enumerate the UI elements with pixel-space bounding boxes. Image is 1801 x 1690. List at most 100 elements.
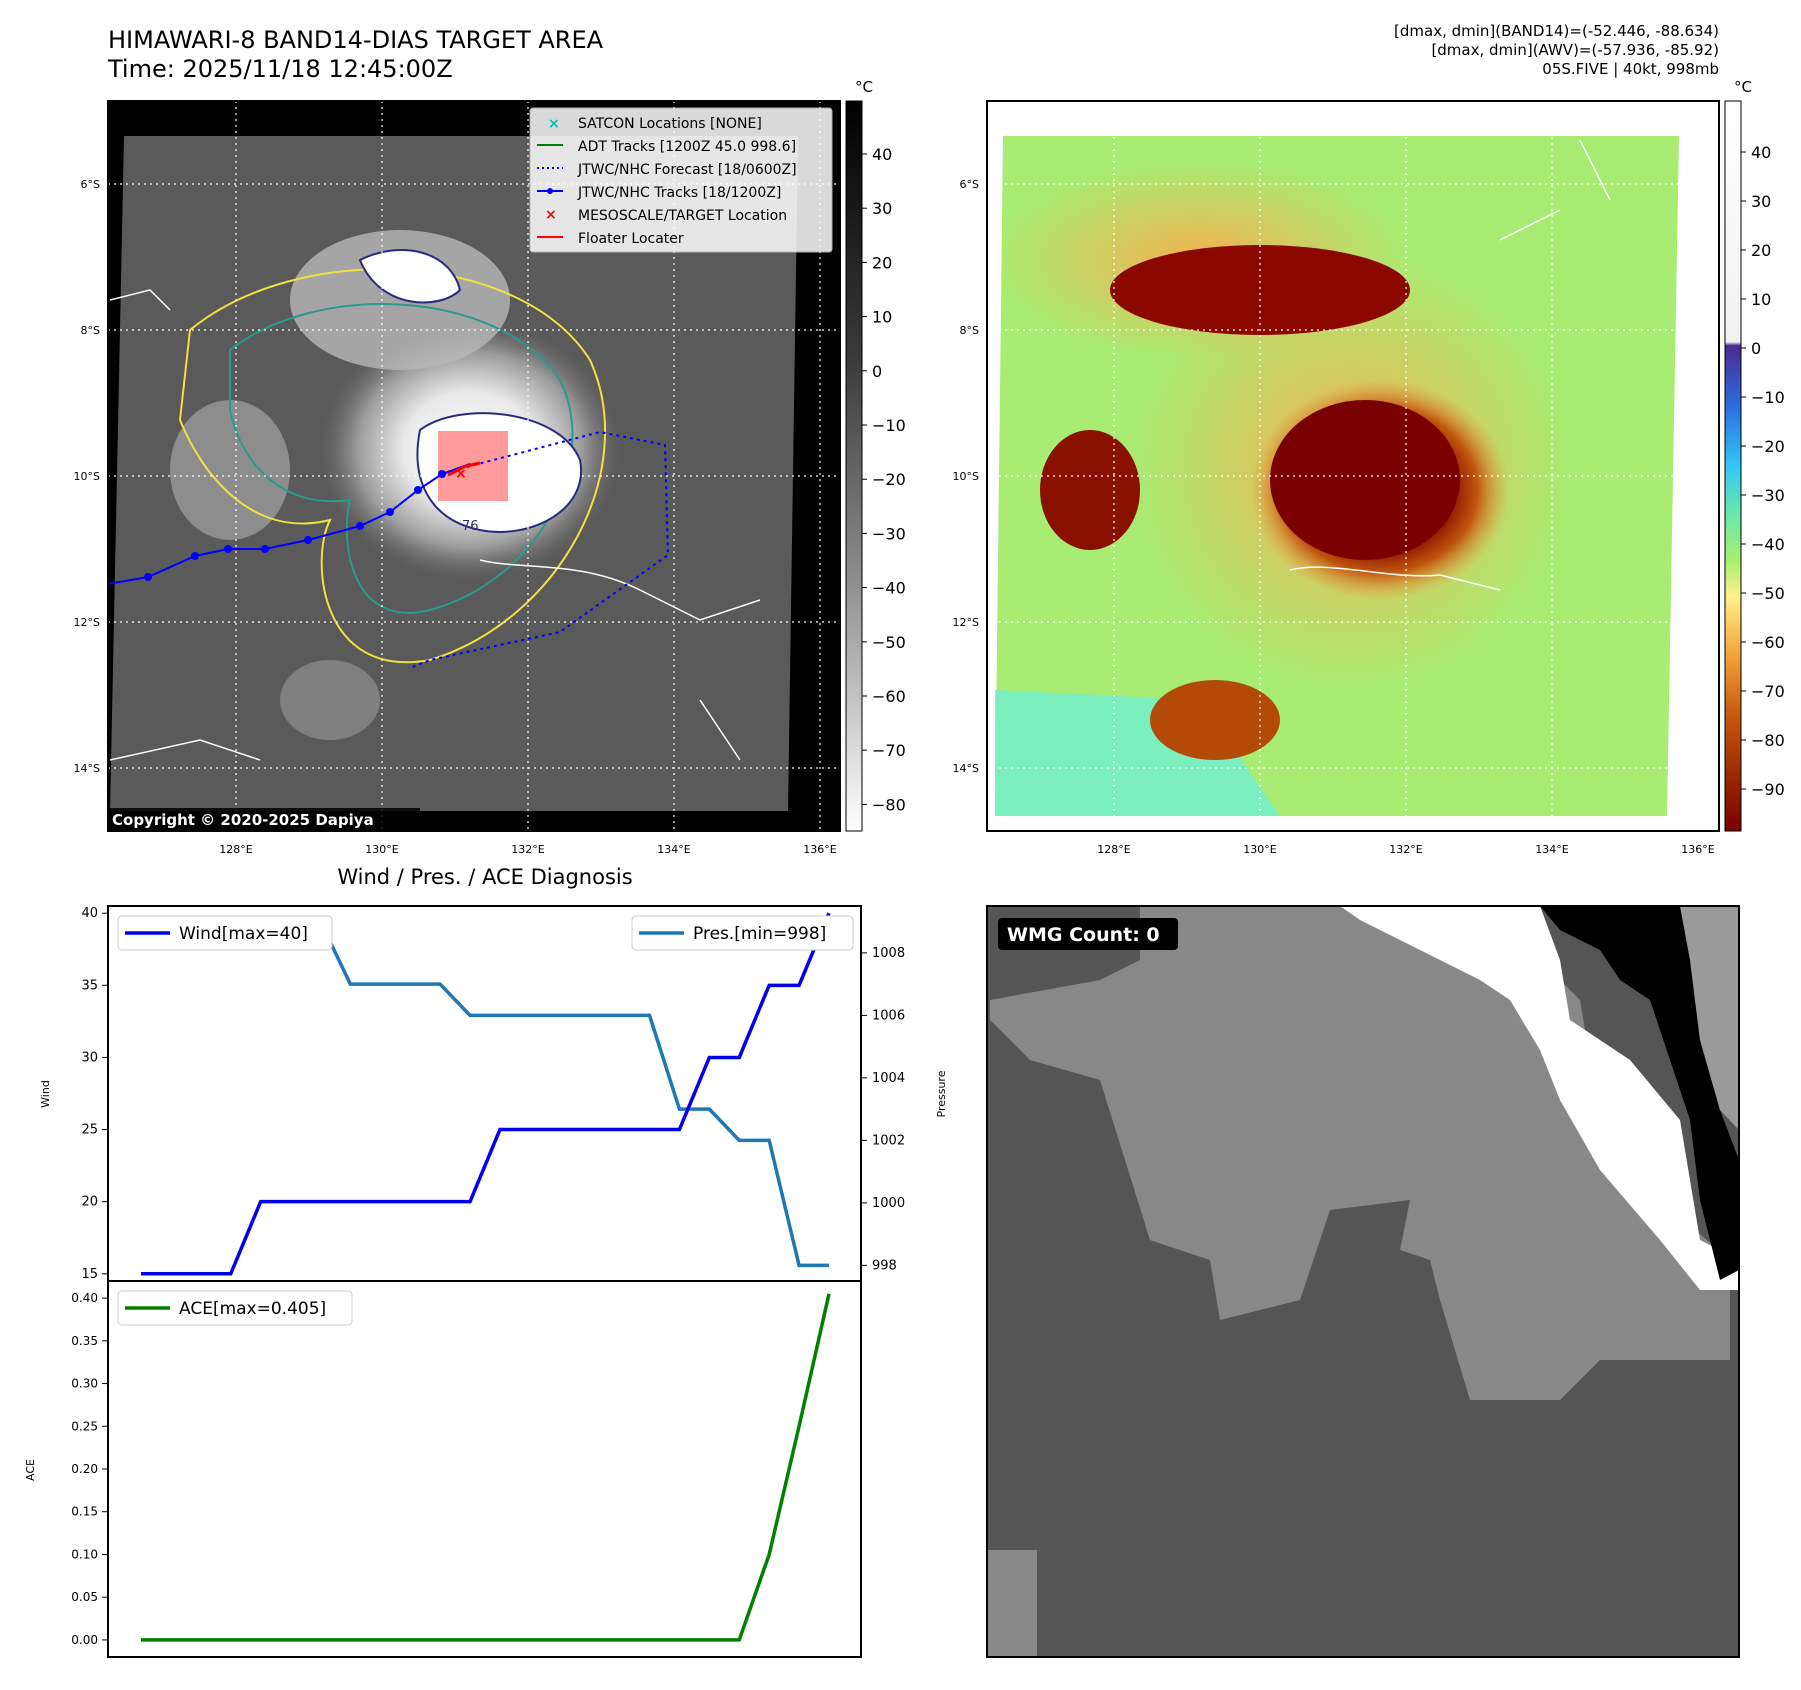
awv-lat-label: 6°S xyxy=(960,178,979,191)
colorbar-tick-label: 0 xyxy=(1751,339,1761,358)
ir-contour-north xyxy=(358,249,462,304)
ace-tick-label: 0.05 xyxy=(71,1590,98,1604)
ir-colorbar-ticks: 40 30 20 10 0 −10 −20 −30 −40 −50 −60 −70 −80 xyxy=(862,145,906,814)
awv-colorbar-gradient xyxy=(1724,100,1742,832)
ace-tick-label: 0.20 xyxy=(71,1462,98,1476)
pressure-tick-label: 1006 xyxy=(872,1008,905,1023)
colorbar-tick-label: −40 xyxy=(1751,535,1785,554)
wmg-count-label: WMG Count: 0 xyxy=(1007,924,1160,946)
colorbar-tick-label: −30 xyxy=(872,524,906,543)
legend-item-target: MESOSCALE/TARGET Location xyxy=(578,208,787,224)
wind-series-line xyxy=(141,912,831,1276)
colorbar-tick-label: 20 xyxy=(872,253,892,272)
ace-tick-label: 0.35 xyxy=(71,1334,98,1348)
colorbar-tick-label: −60 xyxy=(872,687,906,706)
colorbar-tick-label: −60 xyxy=(1751,633,1785,652)
awv-lon-label: 128°E xyxy=(1097,843,1130,856)
ace-tick-label: 0.25 xyxy=(71,1419,98,1433)
awv-lat-label: 8°S xyxy=(960,324,979,337)
ace-series-line xyxy=(141,1293,831,1642)
wind-tick-label: 20 xyxy=(81,1195,98,1210)
wind-tick-label: 35 xyxy=(81,978,98,993)
ace-tick-label: 0.00 xyxy=(71,1633,98,1647)
red-x-icon: × xyxy=(545,207,557,223)
awv-lon-label: 132°E xyxy=(1389,843,1422,856)
ace-tick-label: 0.10 xyxy=(71,1547,98,1561)
colorbar-tick-label: −70 xyxy=(1751,682,1785,701)
colorbar-tick-label: 10 xyxy=(1751,290,1771,309)
awv-lat-label: 14°S xyxy=(953,762,979,775)
wind-legend-label: Wind[max=40] xyxy=(179,924,308,944)
pressure-tick-label: 1000 xyxy=(872,1196,905,1211)
ir-colorbar-gradient xyxy=(845,100,863,832)
ace-tick-label: 0.15 xyxy=(71,1505,98,1519)
copyright-box xyxy=(108,808,420,830)
wmg-white-region xyxy=(1340,906,1739,1290)
ace-tick-label: 0.30 xyxy=(71,1377,98,1391)
diagnosis-title: Wind / Pres. / ACE Diagnosis xyxy=(337,865,632,889)
awv-lon-label: 130°E xyxy=(1243,843,1276,856)
ir-lon-label: 128°E xyxy=(219,843,252,856)
wmg-black-region xyxy=(1540,906,1739,1280)
awv-lon-label: 136°E xyxy=(1681,843,1714,856)
ir-lon-label: 130°E xyxy=(365,843,398,856)
colorbar-tick-label: −20 xyxy=(872,470,906,489)
wmg-light-gray-region xyxy=(1680,906,1739,1130)
ir-legend: × × SATCON Locations [NONE] ADT Tracks [… xyxy=(529,107,833,253)
ace-panel xyxy=(107,1280,862,1658)
colorbar-tick-label: −80 xyxy=(1751,731,1785,750)
legend-item-jtwc-forecast: JTWC/NHC Forecast [18/0600Z] xyxy=(577,162,797,178)
ir-legend-box xyxy=(529,107,833,253)
awv-colorbar: °C 40 30 20 10 0 −10 −20 −30 −40 −50 −60 −70 −80 −90 xyxy=(1724,78,1785,832)
awv-gridlines xyxy=(987,101,1719,831)
pressure-ticks: 1008 1006 1004 1002 1000 998 xyxy=(861,946,905,1273)
colorbar-tick-label: 30 xyxy=(872,199,892,218)
colorbar-tick-label: −40 xyxy=(872,579,906,598)
ir-cloud-south xyxy=(280,660,380,740)
colorbar-tick-label: −20 xyxy=(1751,437,1785,456)
wind-tick-label: 15 xyxy=(81,1267,98,1282)
ir-lat-label: 6°S xyxy=(81,178,100,191)
ir-lat-label: 8°S xyxy=(81,324,100,337)
wind-tick-label: 25 xyxy=(81,1123,98,1138)
ace-ticks: 0.40 0.35 0.30 0.25 0.20 0.15 0.10 0.05 0.00 xyxy=(71,1291,108,1647)
wmg-frame xyxy=(986,905,1740,1658)
target-location-marker: × xyxy=(455,466,467,482)
legend-item-adt: ADT Tracks [1200Z 45.0 998.6] xyxy=(578,139,796,155)
pressure-legend: Pres.[min=998] xyxy=(631,915,854,951)
colorbar-tick-label: −10 xyxy=(872,416,906,435)
awv-cold-west xyxy=(1040,430,1140,550)
legend-item-floater: Floater Locater xyxy=(578,231,684,247)
ir-colorbar: °C 40 30 20 10 0 −10 −20 −30 −40 −50 −60 −70 −80 xyxy=(845,78,906,832)
wind-ticks: 40 35 30 25 20 15 xyxy=(81,906,108,1282)
awv-lat-labels: 6°S 8°S 10°S 12°S 14°S xyxy=(953,178,979,775)
wind-legend-box xyxy=(117,915,333,951)
colorbar-tick-label: −50 xyxy=(1751,584,1785,603)
blue-dot-icon xyxy=(547,188,553,194)
wind-legend: Wind[max=40] xyxy=(117,915,333,951)
awv-lon-labels: 128°E 130°E 132°E 134°E 136°E xyxy=(1097,843,1714,856)
awv-colorbar-ticks: 40 30 20 10 0 −10 −20 −30 −40 −50 −60 −70 −80 −90 xyxy=(1741,143,1785,799)
copyright-text: Copyright © 2020-2025 Dapiya xyxy=(112,811,374,829)
awv-lon-label: 134°E xyxy=(1535,843,1568,856)
pressure-tick-label: 998 xyxy=(872,1258,897,1273)
colorbar-tick-label: −50 xyxy=(872,633,906,652)
awv-coastline xyxy=(1289,139,1611,591)
colorbar-tick-label: −30 xyxy=(1751,486,1785,505)
wmg-gray-patch xyxy=(987,1550,1037,1657)
info-line-1: [dmax, dmin](BAND14)=(-52.446, -88.634) xyxy=(1394,22,1719,40)
ir-cloud-west xyxy=(170,400,290,540)
info-line-2: [dmax, dmin](AWV)=(-57.936, -85.92) xyxy=(1431,41,1719,59)
awv-cold-north xyxy=(1110,245,1410,335)
colorbar-tick-label: 0 xyxy=(872,362,882,381)
ace-axis-label: ACE xyxy=(24,1459,37,1481)
cyan-x-icon: × xyxy=(548,116,560,132)
ir-contour-teal xyxy=(229,303,574,614)
legend-item-satcon: SATCON Locations [NONE] xyxy=(578,116,762,132)
ir-lat-label: 10°S xyxy=(74,470,100,483)
title-line-1: HIMAWARI-8 BAND14-DIAS TARGET AREA xyxy=(108,26,604,54)
pressure-legend-box xyxy=(631,915,854,951)
figure-title: HIMAWARI-8 BAND14-DIAS TARGET AREA Time:… xyxy=(108,26,603,84)
awv-map xyxy=(986,100,1720,832)
